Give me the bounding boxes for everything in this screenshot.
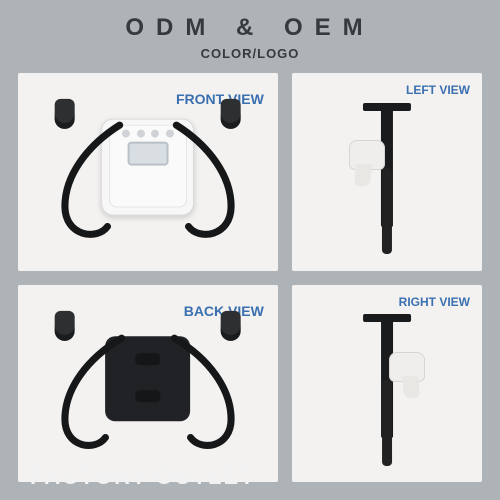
panel-grid: FRONT VIEW [18, 73, 482, 482]
charger-plug-right [221, 99, 241, 129]
header: ODM & OEM COLOR/LOGO [18, 14, 482, 61]
label-right-view: RIGHT VIEW [399, 295, 470, 309]
column-left: FRONT VIEW [18, 73, 278, 482]
page: ODM & OEM COLOR/LOGO FRONT VIEW [0, 0, 500, 500]
column-right: LEFT VIEW RIGHT VIEW [292, 73, 482, 482]
product-front [47, 105, 250, 247]
charger-front-body [101, 119, 194, 216]
charger-side-gun [349, 140, 385, 190]
charger-back-body [105, 336, 190, 421]
panel-front-view: FRONT VIEW [18, 73, 278, 271]
product-right-side [330, 318, 444, 472]
product-left-side [330, 107, 444, 261]
header-subtitle: COLOR/LOGO [18, 46, 482, 61]
product-back [47, 316, 250, 458]
panel-left-view: LEFT VIEW [292, 73, 482, 271]
charger-front-screen [127, 142, 168, 165]
footer-text: FACTORY OUTLET [30, 464, 256, 490]
charger-plug-left [55, 310, 75, 340]
charger-side-cable [382, 168, 392, 254]
charger-plug-left [55, 99, 75, 129]
charger-plug-right [221, 310, 241, 340]
panel-right-view: RIGHT VIEW [292, 285, 482, 483]
charger-side-cable [382, 380, 392, 466]
panel-back-view: BACK VIEW [18, 285, 278, 483]
label-left-view: LEFT VIEW [406, 83, 470, 97]
charger-front-leds [122, 129, 174, 137]
charger-side-gun [389, 352, 425, 402]
header-title: ODM & OEM [18, 14, 482, 42]
